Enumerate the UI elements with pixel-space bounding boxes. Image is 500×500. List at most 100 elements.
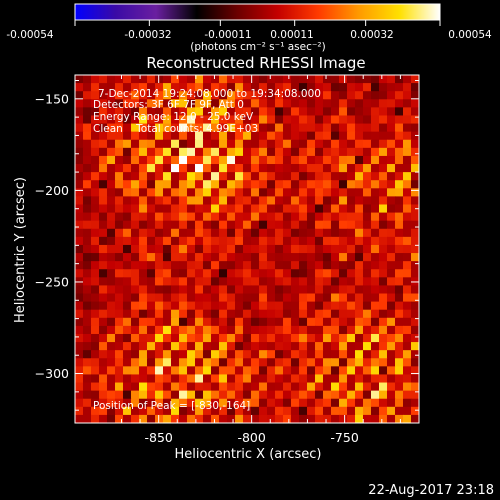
- heatmap-pixel: [411, 180, 419, 189]
- heatmap-pixel: [131, 269, 140, 278]
- heatmap-pixel: [403, 236, 412, 246]
- heatmap-pixel: [291, 228, 300, 238]
- heatmap-pixel: [75, 325, 84, 335]
- heatmap-pixel: [339, 350, 348, 359]
- heatmap-pixel: [307, 277, 316, 287]
- heatmap-pixel: [339, 390, 348, 400]
- heatmap-pixel: [99, 301, 108, 311]
- heatmap-pixel: [403, 107, 412, 117]
- heatmap-pixel: [355, 220, 364, 230]
- heatmap-pixel: [411, 131, 419, 141]
- heatmap-pixel: [195, 155, 204, 165]
- heatmap-pixel: [219, 123, 228, 133]
- heatmap-pixel: [323, 107, 332, 117]
- heatmap-pixel: [379, 285, 388, 295]
- heatmap-pixel: [307, 317, 316, 327]
- heatmap-pixel: [307, 390, 316, 400]
- heatmap-pixel: [291, 244, 300, 254]
- heatmap-pixel: [147, 301, 156, 311]
- colorbar-tick-1: -0.00032: [124, 29, 171, 41]
- x-tick-labels: -850 -800 -750: [144, 430, 358, 445]
- heatmap-pixel: [187, 196, 196, 206]
- heatmap-pixel: [259, 212, 268, 222]
- heatmap-pixel: [339, 358, 348, 367]
- heatmap-pixel: [179, 75, 188, 84]
- heatmap-pixel: [179, 164, 188, 173]
- heatmap-pixel: [403, 358, 412, 367]
- heatmap-pixel: [403, 342, 412, 351]
- heatmap-pixel: [339, 115, 348, 125]
- heatmap-pixel: [331, 382, 340, 392]
- heatmap-pixel: [267, 261, 276, 270]
- heatmap-pixel: [115, 172, 124, 181]
- heatmap-pixel: [123, 147, 132, 157]
- heatmap-pixel: [147, 398, 156, 408]
- heatmap-pixel: [267, 236, 276, 246]
- heatmap-pixel: [195, 309, 204, 319]
- heatmap-pixel: [243, 253, 252, 262]
- heatmap-pixel: [203, 83, 212, 92]
- heatmap-pixel: [331, 309, 340, 319]
- heatmap-pixel: [235, 317, 244, 327]
- y-tick-label: −300: [35, 366, 69, 381]
- heatmap-pixel: [75, 172, 84, 181]
- heatmap-pixel: [283, 261, 292, 270]
- heatmap-pixel: [147, 220, 156, 230]
- heatmap-pixel: [99, 366, 108, 376]
- heatmap-pixel: [139, 374, 148, 384]
- heatmap-pixel: [259, 196, 268, 206]
- heatmap-pixel: [323, 180, 332, 189]
- heatmap-pixel: [259, 358, 268, 367]
- heatmap-pixel: [227, 261, 236, 270]
- heatmap-pixel: [163, 382, 172, 392]
- heatmap-pixel: [259, 107, 268, 117]
- heatmap-pixel: [179, 406, 188, 416]
- heatmap-pixel: [75, 212, 84, 222]
- heatmap-pixel: [403, 317, 412, 327]
- heatmap-pixel: [91, 398, 100, 408]
- heatmap-pixel: [411, 123, 419, 133]
- heatmap-pixel: [307, 301, 316, 311]
- heatmap-pixel: [339, 220, 348, 230]
- heatmap-pixel: [363, 261, 372, 270]
- heatmap-pixel: [131, 115, 140, 125]
- heatmap-pixel: [395, 196, 404, 206]
- heatmap-pixel: [99, 83, 108, 92]
- heatmap-pixel: [123, 317, 132, 327]
- heatmap-pixel: [291, 115, 300, 125]
- heatmap-pixel: [155, 325, 164, 335]
- heatmap-pixel: [395, 342, 404, 351]
- heatmap-pixel: [395, 382, 404, 392]
- heatmap-pixel: [211, 139, 220, 149]
- heatmap-pixel: [187, 220, 196, 230]
- heatmap-pixel: [107, 139, 116, 149]
- heatmap-pixel: [139, 139, 148, 149]
- heatmap-pixel: [107, 309, 116, 319]
- heatmap-pixel: [155, 414, 164, 423]
- heatmap-pixel: [259, 188, 268, 197]
- colorbar-tick-0: -0.00054: [6, 29, 54, 41]
- heatmap-pixel: [203, 220, 212, 230]
- heatmap-pixel: [107, 342, 116, 351]
- heatmap-pixel: [331, 115, 340, 125]
- heatmap-pixel: [347, 325, 356, 335]
- heatmap-pixel: [147, 123, 156, 133]
- heatmap-pixel: [243, 123, 252, 133]
- heatmap-pixel: [163, 398, 172, 408]
- heatmap-pixel: [91, 131, 100, 141]
- heatmap-pixel: [363, 212, 372, 222]
- heatmap-pixel: [315, 350, 324, 359]
- heatmap-pixel: [371, 253, 380, 262]
- heatmap-pixel: [307, 285, 316, 295]
- heatmap-pixel: [235, 269, 244, 278]
- heatmap-pixel: [291, 123, 300, 133]
- heatmap-pixel: [227, 196, 236, 206]
- heatmap-pixel: [259, 147, 268, 157]
- heatmap-pixel: [395, 398, 404, 408]
- heatmap-pixel: [315, 342, 324, 351]
- heatmap-pixel: [115, 180, 124, 189]
- heatmap-pixel: [99, 382, 108, 392]
- heatmap-pixel: [299, 382, 308, 392]
- heatmap-pixel: [91, 172, 100, 181]
- heatmap-pixel: [107, 107, 116, 117]
